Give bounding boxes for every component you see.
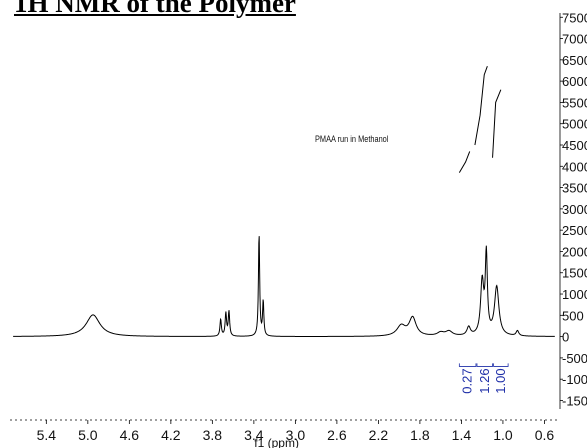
integral-brackets: 0.27 1.26 1.00 — [458, 363, 509, 394]
y-tick-label: 6000 — [562, 74, 587, 89]
integral-trace-segment — [492, 89, 502, 158]
x-tick-label: 4.2 — [161, 427, 181, 443]
x-tick-label: 1.4 — [452, 427, 472, 443]
y-tick-label: 2500 — [562, 223, 587, 238]
page-title: 1H NMR of the Polymer — [14, 0, 296, 18]
y-tick-label: 1000 — [562, 287, 587, 302]
spectrum-trace — [13, 236, 555, 337]
x-tick-label: 2.2 — [369, 427, 389, 443]
y-tick-label: 6500 — [562, 53, 587, 68]
y-tick-label: 7000 — [562, 32, 587, 47]
x-axis: 5.4 5.0 4.6 4.2 3.8 3.4 3.0 2.6 2.2 1.8 1.4 1.0 0.6 f… — [10, 419, 560, 448]
x-tick-label: 4.6 — [120, 427, 140, 443]
integral-trace-segment — [458, 151, 471, 173]
integral-value-label: 0.27 — [460, 368, 475, 393]
y-axis: 7500700065006000550050004500400035003000… — [559, 10, 587, 409]
y-tick-label: -1000 — [562, 372, 587, 387]
x-tick-label: 5.4 — [37, 427, 57, 443]
y-tick-label: 4500 — [562, 138, 587, 153]
x-tick-label: 3.4 — [244, 427, 264, 443]
x-axis-label: f1 (ppm) — [254, 436, 299, 448]
y-tick-label: 5500 — [562, 95, 587, 110]
x-tick-label: 0.6 — [535, 427, 555, 443]
integral-bracket — [493, 363, 509, 367]
y-tick-label: 0 — [562, 330, 569, 345]
x-tick-label: 3.8 — [203, 427, 223, 443]
spectrum-annotation: PMAA run in Methanol — [315, 134, 389, 144]
y-tick-label: 7500 — [562, 10, 587, 25]
x-tick-label: 5.0 — [78, 427, 98, 443]
integral-trace-segment — [474, 66, 488, 146]
x-tick-label: 2.6 — [327, 427, 347, 443]
y-tick-label: 3500 — [562, 181, 587, 196]
x-tick-label: 3.0 — [286, 427, 306, 443]
integral-value-label: 1.00 — [493, 368, 508, 393]
spectrum-layer — [13, 236, 555, 337]
x-tick-label: 1.0 — [493, 427, 513, 443]
x-tick-label: 1.8 — [410, 427, 430, 443]
y-tick-label: 4000 — [562, 159, 587, 174]
y-tick-label: 500 — [562, 308, 584, 323]
integral-bracket — [476, 363, 493, 367]
y-tick-label: 1500 — [562, 266, 587, 281]
y-tick-label: -500 — [562, 351, 587, 366]
integral-bracket — [458, 363, 477, 367]
y-tick-label: 3000 — [562, 202, 587, 217]
y-tick-label: -1500 — [562, 393, 587, 408]
integral-value-label: 1.26 — [477, 368, 492, 393]
y-tick-label: 2000 — [562, 244, 587, 259]
integral-layer — [458, 66, 502, 173]
